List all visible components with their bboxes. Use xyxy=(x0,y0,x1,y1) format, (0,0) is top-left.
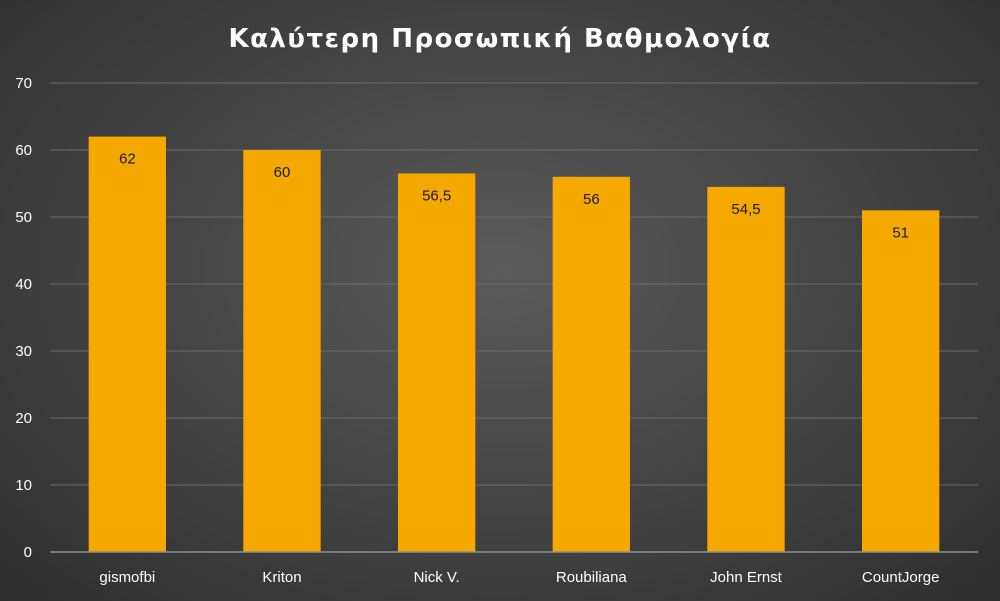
bar xyxy=(243,150,321,552)
data-label: 62 xyxy=(119,151,136,168)
x-tick-label: Nick V. xyxy=(414,569,460,586)
bar xyxy=(398,173,476,552)
y-tick-label: 70 xyxy=(15,75,32,92)
gridlines xyxy=(50,82,978,486)
x-tick-label: CountJorge xyxy=(862,569,940,586)
x-axis: gismofbi Kriton Nick V. Roubiliana John Erns… xyxy=(50,551,978,586)
data-label: 54,5 xyxy=(731,201,760,218)
data-label: 56 xyxy=(583,191,600,208)
y-tick-label: 60 xyxy=(15,142,32,159)
y-tick-label: 50 xyxy=(15,209,32,226)
bar xyxy=(862,210,940,553)
x-tick-label: gismofbi xyxy=(99,569,155,586)
y-tick-label: 0 xyxy=(24,544,32,561)
bar xyxy=(707,186,785,552)
y-tick-label: 30 xyxy=(15,343,32,360)
bar xyxy=(552,176,630,553)
data-label: 51 xyxy=(892,224,909,241)
data-label: 56,5 xyxy=(422,187,451,204)
data-labels: 62 60 56,5 56 54,5 51 xyxy=(119,151,909,242)
y-tick-label: 40 xyxy=(15,276,32,293)
chart-title: Καλύτερη Προσωπική Βαθμολογία xyxy=(228,24,771,54)
data-label: 60 xyxy=(274,164,291,181)
bars xyxy=(88,136,940,553)
x-tick-label: Kriton xyxy=(262,569,301,586)
y-tick-label: 20 xyxy=(15,410,32,427)
y-tick-label: 10 xyxy=(15,477,32,494)
x-tick-label: Roubiliana xyxy=(556,569,628,586)
y-axis: 0 10 20 30 40 50 60 70 xyxy=(15,75,32,561)
bar xyxy=(88,136,166,552)
x-tick-label: John Ernst xyxy=(710,569,783,586)
